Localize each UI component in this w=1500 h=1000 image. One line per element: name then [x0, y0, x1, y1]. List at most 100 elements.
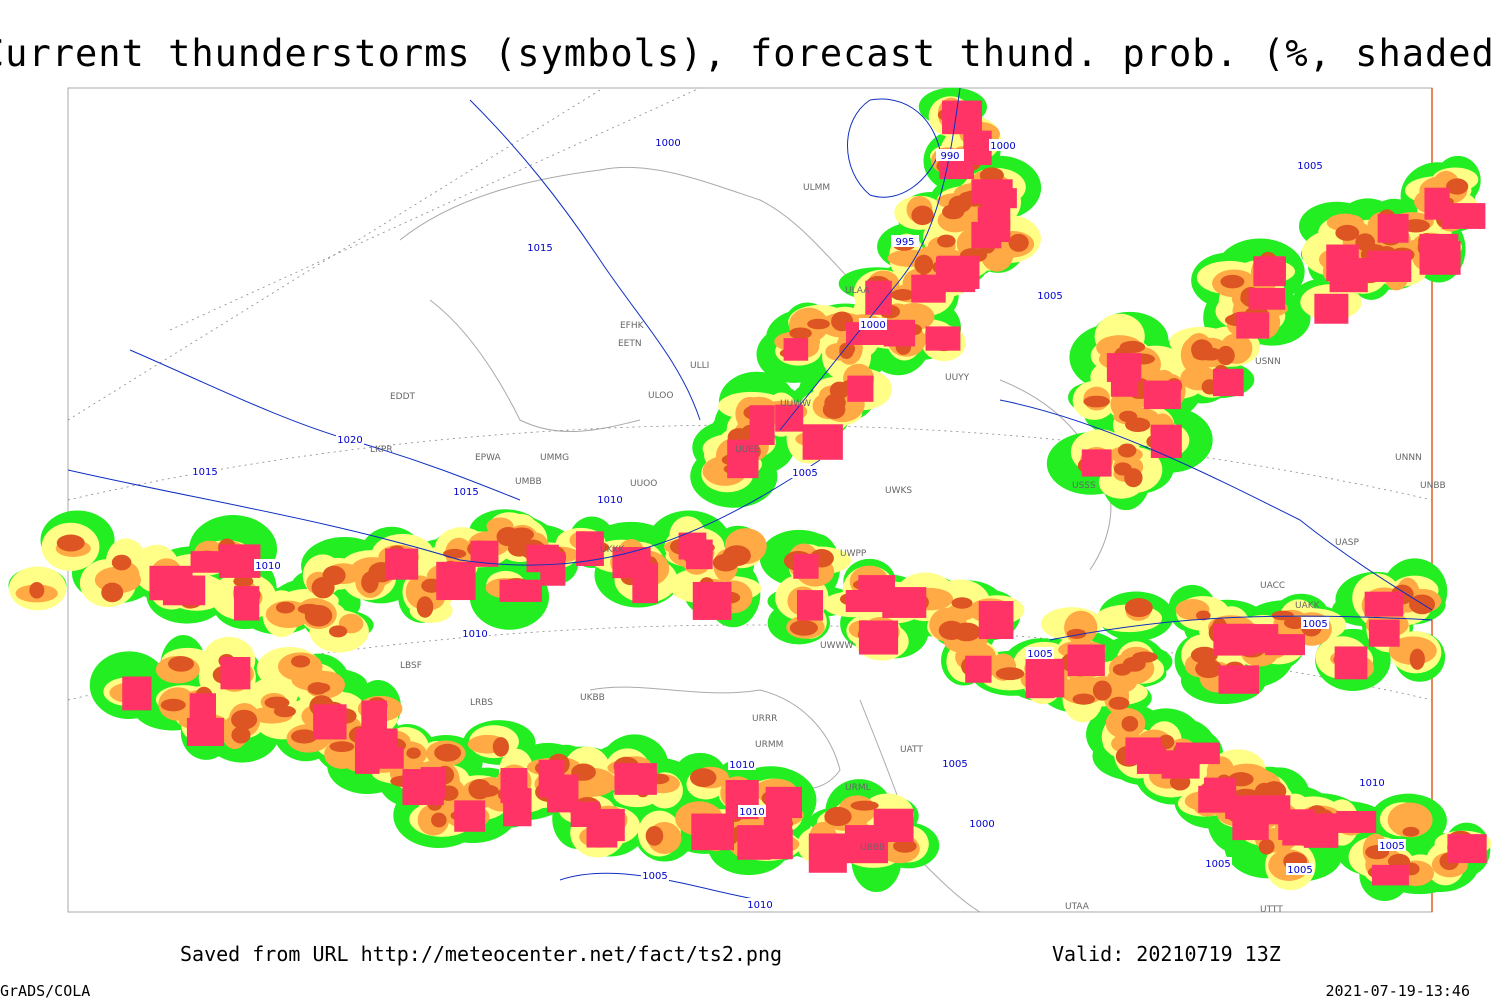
shading-blob: [839, 342, 856, 356]
station-code: EPWA: [475, 453, 502, 463]
storm-symbol: [727, 439, 759, 479]
shading-blob: [1446, 178, 1469, 195]
station-code: URRR: [752, 714, 777, 724]
station-code: UWKS: [885, 486, 912, 496]
isobar-label-box: [1358, 776, 1386, 788]
storm-symbol: [1265, 634, 1306, 656]
shading-blob: [56, 534, 85, 552]
shading-blob: [1121, 716, 1139, 732]
shading-blob: [160, 698, 186, 712]
shading-blob: [168, 656, 195, 672]
isobar-label-box: [859, 318, 887, 330]
isobar-label-box: [1204, 857, 1232, 869]
isobar-label: 1010: [739, 807, 764, 818]
shading-blob: [1216, 345, 1235, 366]
storm-symbol: [692, 581, 732, 620]
isobar-label-box: [1036, 289, 1064, 301]
isobar-label: 1010: [747, 900, 772, 911]
shading-blob: [1122, 656, 1146, 672]
storm-symbol: [586, 821, 618, 848]
storm-symbol: [1136, 746, 1167, 774]
shading-blob: [1191, 339, 1213, 360]
station-code: UATT: [900, 745, 923, 755]
shading-blob: [914, 254, 934, 275]
isobar-label-box: [738, 805, 766, 817]
station-code: UUYY: [945, 373, 970, 383]
storm-symbol: [1371, 864, 1409, 886]
shading-blob: [509, 527, 534, 542]
shading-blob: [233, 575, 254, 588]
station-code: UKBB: [580, 693, 605, 703]
station-code: USNN: [1255, 357, 1281, 367]
storm-symbol: [963, 130, 992, 166]
isobar-label: 1000: [655, 138, 680, 149]
shading-blob: [468, 778, 492, 800]
station-code: UBBB: [860, 843, 885, 853]
shading-blob: [946, 603, 976, 622]
shading-blob: [290, 729, 318, 744]
isobar-label: 1005: [1287, 865, 1312, 876]
shading-blob: [406, 747, 421, 759]
storm-symbol: [499, 579, 542, 602]
station-code: UUWW: [780, 399, 811, 409]
storm-symbol: [1081, 449, 1112, 477]
storm-symbol: [686, 539, 713, 570]
isobar: [469, 99, 701, 421]
storm-symbol: [454, 800, 486, 832]
isobar-label-box: [1301, 617, 1329, 629]
storm-symbol: [420, 767, 447, 798]
map-area: 1000 990 1000 1005 1015 995 1005 1000 1020 1015 10…: [8, 87, 1492, 915]
shading-blob: [1108, 696, 1130, 710]
shading-blob: [329, 741, 355, 753]
isobar-label-box: [746, 898, 774, 910]
isobar: [847, 98, 941, 198]
storm-symbol: [219, 544, 261, 578]
storm-symbol: [1368, 619, 1400, 647]
isobar-label: 1010: [1359, 778, 1384, 789]
timestamp: 2021-07-19-13:46: [1326, 982, 1471, 1000]
storm-symbol: [162, 575, 206, 606]
storm-symbol: [1447, 834, 1487, 864]
shading-blob: [264, 696, 290, 709]
station-code: EDDT: [390, 392, 416, 402]
station-code: UACC: [1260, 581, 1285, 591]
shading-blob: [101, 582, 124, 603]
valid-time: Valid: 20210719 13Z: [1052, 942, 1281, 966]
shading-blob: [1072, 693, 1095, 705]
station-code: LRBS: [470, 698, 493, 708]
shading-blob: [995, 667, 1025, 681]
shading-blob: [1119, 410, 1138, 423]
shading-blob: [328, 625, 348, 638]
storm-symbol: [1236, 312, 1270, 339]
isobar-label-box: [989, 139, 1017, 151]
isobar-label: 1005: [1037, 291, 1062, 302]
storm-symbol: [1377, 213, 1409, 243]
station-code: LKPR: [370, 445, 393, 455]
storm-symbol: [808, 833, 847, 873]
isobar-label-box: [1378, 839, 1406, 851]
isobar-label-box: [936, 149, 964, 161]
isobar-label-box: [191, 465, 219, 477]
shading-blob: [416, 596, 434, 618]
shading-blob: [1195, 610, 1211, 621]
shading-blob: [290, 655, 311, 668]
shading-blob: [111, 554, 132, 571]
storm-symbol: [858, 620, 899, 655]
storm-symbol: [937, 255, 980, 290]
storm-symbol: [942, 100, 982, 135]
shading-blob: [937, 234, 956, 248]
station-code: UNBB: [1420, 481, 1446, 491]
storm-symbol: [1419, 240, 1461, 275]
graticule: [67, 87, 1433, 701]
storm-symbol: [858, 575, 896, 613]
storm-symbol: [186, 717, 225, 746]
station-code: UAKK: [1295, 601, 1321, 611]
isobar-label: 1015: [527, 243, 552, 254]
shading-blob: [911, 205, 934, 226]
shading-blob: [1083, 395, 1110, 408]
shading-blob: [1008, 233, 1029, 252]
storm-symbol: [802, 424, 843, 460]
storm-symbol: [1026, 666, 1055, 699]
station-code: ULMM: [803, 183, 830, 193]
storm-symbol: [765, 786, 802, 818]
